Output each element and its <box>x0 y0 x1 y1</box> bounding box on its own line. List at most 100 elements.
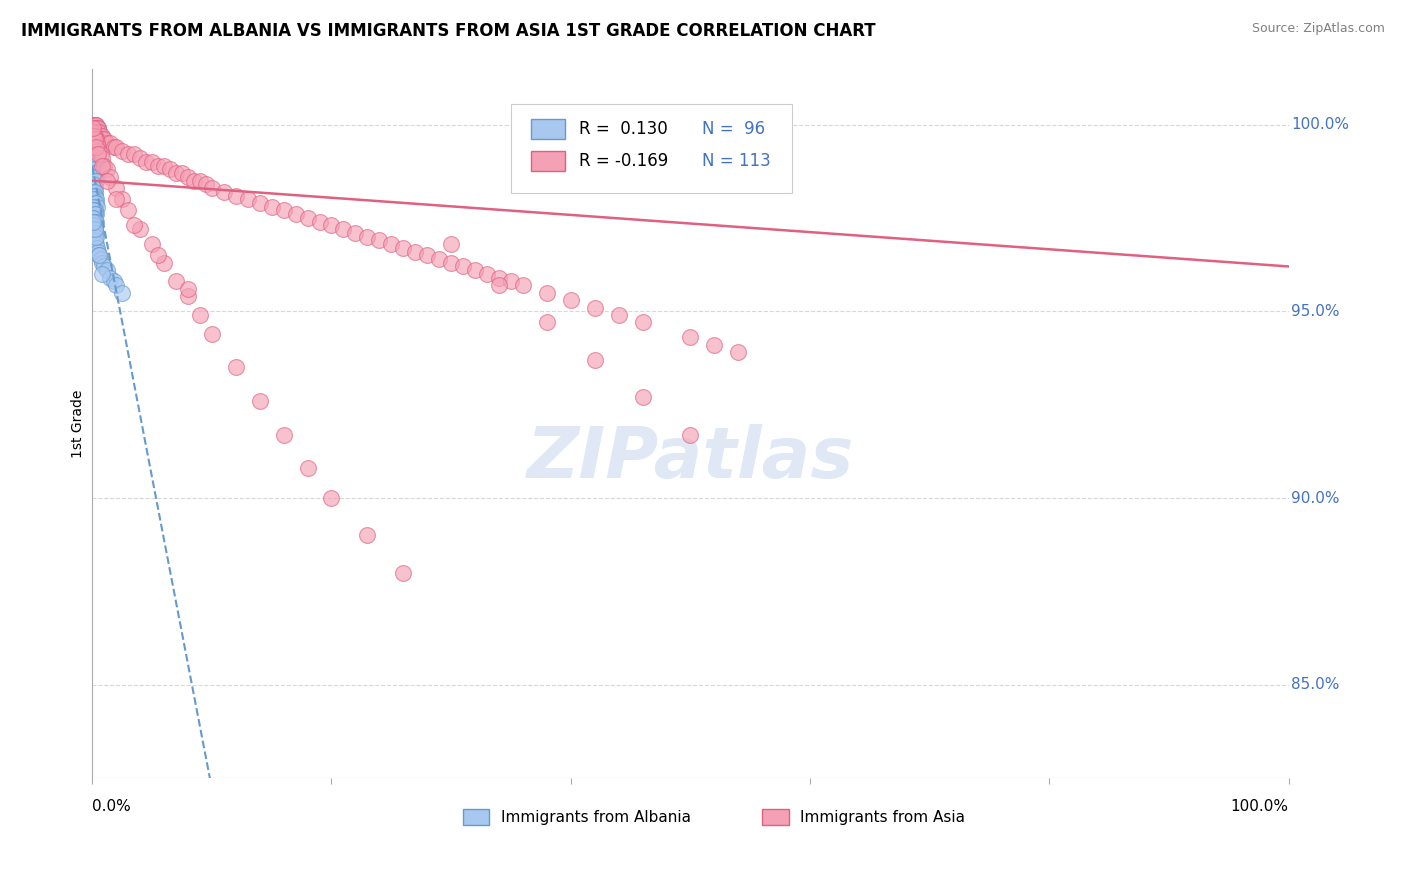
Point <box>427 252 450 266</box>
Point <box>111 192 134 206</box>
Point <box>82 128 104 143</box>
Text: 0.0%: 0.0% <box>93 799 131 814</box>
Point <box>89 248 111 262</box>
FancyBboxPatch shape <box>762 809 789 825</box>
Point <box>111 144 134 158</box>
Point <box>86 169 108 184</box>
Point <box>96 136 118 151</box>
Point <box>83 132 105 146</box>
Point <box>679 427 702 442</box>
Point <box>321 219 343 233</box>
Text: 95.0%: 95.0% <box>1291 304 1340 318</box>
Point <box>84 144 107 158</box>
Point <box>82 162 104 177</box>
Text: ZIPatlas: ZIPatlas <box>527 425 853 493</box>
Point <box>84 132 107 146</box>
Point <box>84 207 107 221</box>
Point <box>499 274 522 288</box>
Point <box>84 118 107 132</box>
Point <box>83 128 105 143</box>
Point <box>86 136 108 151</box>
Point <box>83 128 105 143</box>
Point <box>82 136 104 151</box>
Point <box>153 159 176 173</box>
Point <box>82 219 104 233</box>
Point <box>380 237 402 252</box>
Point <box>368 233 391 247</box>
Text: R =  0.130: R = 0.130 <box>579 120 668 138</box>
Point <box>260 200 283 214</box>
Point <box>105 140 128 154</box>
Point <box>90 128 112 143</box>
Point <box>356 229 378 244</box>
Point <box>679 330 702 344</box>
Point <box>98 136 121 151</box>
Point <box>84 136 107 151</box>
Point <box>536 316 558 330</box>
Point <box>82 181 104 195</box>
Point <box>111 285 134 300</box>
Point <box>84 121 107 136</box>
Point <box>129 222 152 236</box>
Point <box>82 185 104 199</box>
Point <box>89 125 111 139</box>
Point <box>82 128 104 143</box>
Point <box>153 256 176 270</box>
Point <box>83 144 105 158</box>
Point <box>159 162 181 177</box>
Point <box>194 178 217 192</box>
Point <box>583 301 606 315</box>
Point <box>98 270 121 285</box>
Point <box>84 166 107 180</box>
Point <box>89 248 111 262</box>
Point <box>82 144 104 158</box>
Point <box>103 140 125 154</box>
Point <box>117 203 139 218</box>
FancyBboxPatch shape <box>510 104 792 193</box>
Point <box>321 491 343 505</box>
Point <box>440 237 463 252</box>
Point <box>83 214 105 228</box>
Point <box>84 121 107 136</box>
Text: 85.0%: 85.0% <box>1291 677 1340 692</box>
Point <box>464 263 486 277</box>
Point <box>82 154 104 169</box>
Point <box>84 151 107 165</box>
Text: R = -0.169: R = -0.169 <box>579 152 668 169</box>
Point <box>87 121 110 136</box>
Point <box>225 360 247 375</box>
Point <box>83 173 105 187</box>
Point <box>86 121 108 136</box>
Point <box>84 192 107 206</box>
Point <box>86 151 108 165</box>
Point <box>84 125 107 139</box>
Point <box>82 211 104 225</box>
Point <box>82 169 104 184</box>
Point <box>146 159 169 173</box>
Text: Immigrants from Albania: Immigrants from Albania <box>502 810 692 825</box>
Point <box>177 289 200 303</box>
Point <box>607 308 630 322</box>
Point <box>141 237 163 252</box>
Point <box>201 181 224 195</box>
Point <box>84 162 107 177</box>
Point <box>86 121 108 136</box>
Point <box>84 196 107 211</box>
Point <box>89 144 111 158</box>
Point <box>84 140 107 154</box>
Point <box>83 159 105 173</box>
Point <box>86 125 108 139</box>
Point <box>105 181 128 195</box>
Point <box>188 308 211 322</box>
Point <box>82 118 104 132</box>
Point <box>83 136 105 151</box>
Point <box>475 267 498 281</box>
Point <box>82 222 104 236</box>
Text: 100.0%: 100.0% <box>1230 799 1289 814</box>
Text: 90.0%: 90.0% <box>1291 491 1340 506</box>
Point <box>488 270 510 285</box>
Point <box>90 147 112 161</box>
Text: N =  96: N = 96 <box>703 120 765 138</box>
Point <box>82 121 104 136</box>
Point <box>560 293 582 307</box>
